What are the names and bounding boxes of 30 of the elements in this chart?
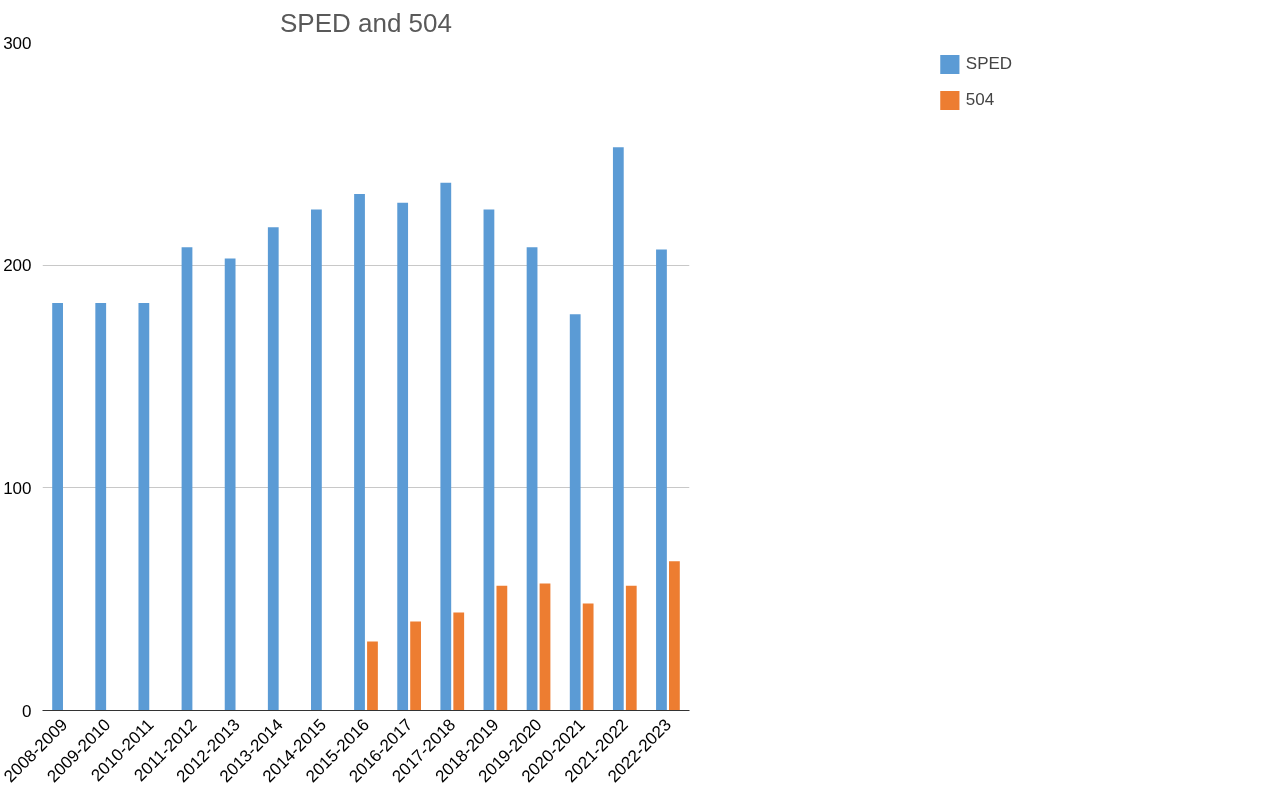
bar	[582, 603, 594, 711]
bar	[267, 227, 279, 711]
y-tick-label: 200	[3, 256, 32, 276]
bar	[453, 612, 465, 711]
bar	[625, 585, 637, 711]
bar	[95, 303, 107, 711]
bar	[496, 585, 508, 711]
bar	[669, 561, 680, 711]
y-tick-label: 100	[3, 478, 32, 498]
bar	[526, 247, 538, 711]
bar	[539, 583, 551, 711]
bar	[138, 303, 150, 711]
chart-title: SPED and 504	[280, 7, 453, 38]
bar	[311, 209, 322, 711]
bar	[569, 314, 581, 711]
bar	[410, 621, 421, 711]
bar	[354, 193, 365, 711]
legend-label: 504	[965, 90, 995, 110]
bar	[483, 209, 495, 711]
bar	[181, 247, 193, 711]
legend-label: SPED	[965, 54, 1013, 74]
bar	[224, 258, 236, 711]
bar	[440, 182, 452, 711]
y-tick-label: 300	[3, 33, 32, 53]
bar	[52, 303, 63, 711]
bar	[612, 147, 624, 711]
bar	[367, 641, 378, 711]
bar	[656, 249, 667, 711]
y-tick-label: 0	[22, 701, 32, 721]
bar	[397, 202, 409, 711]
